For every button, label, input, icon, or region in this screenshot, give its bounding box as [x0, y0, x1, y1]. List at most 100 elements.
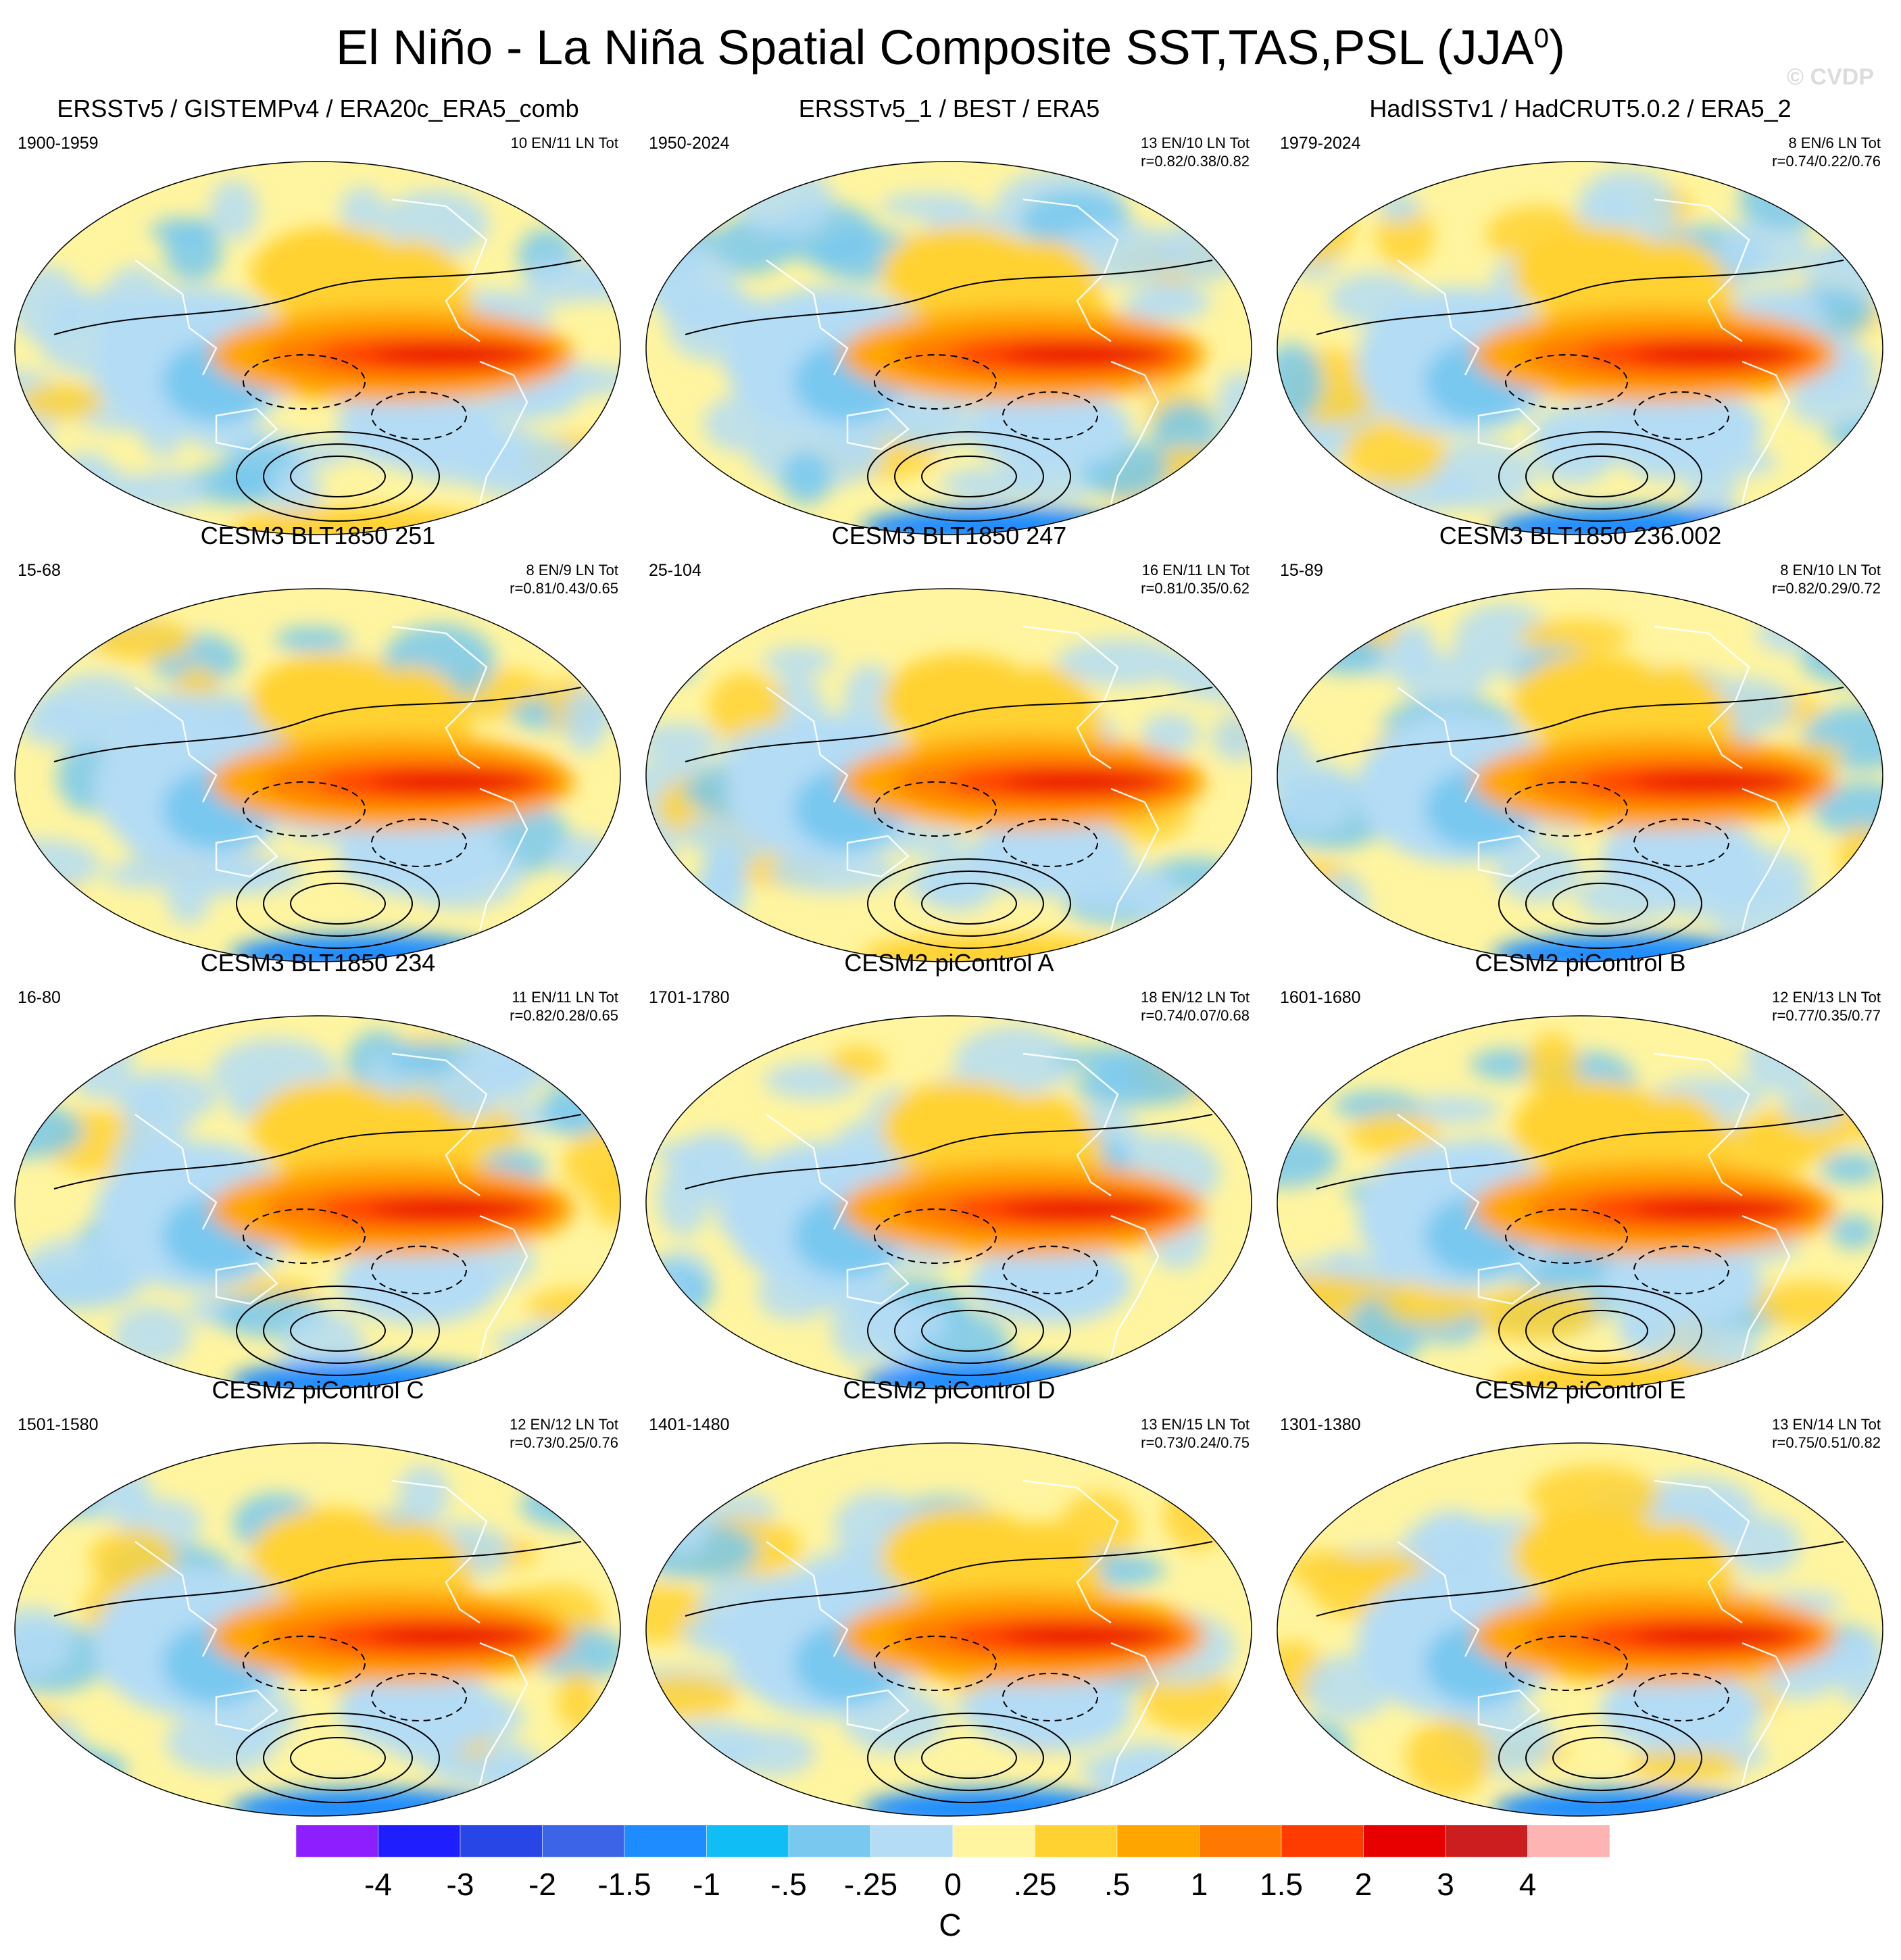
anomaly-patch	[660, 1481, 712, 1555]
panel-event-count: 8 EN/6 LN Tot	[1788, 134, 1881, 151]
anomaly-patch	[1277, 476, 1350, 505]
coastline-north-america	[1654, 1052, 1750, 1197]
psl-contour-zero	[685, 687, 1213, 762]
anomaly-patch	[15, 1607, 73, 1677]
psl-contour-zero	[53, 1541, 582, 1617]
panel-title: CESM3 BLT1850 234	[200, 949, 436, 977]
colorbar-swatch	[1445, 1825, 1528, 1858]
map-outline	[14, 1442, 621, 1817]
anomaly-patch	[874, 406, 985, 448]
colorbar-swatch	[1199, 1825, 1282, 1858]
coastline-asia	[1397, 1113, 1480, 1230]
enso-warm-core	[1634, 773, 1796, 791]
map-panel: CESM2 piControl A 1701-1780 18 EN/12 LN To…	[637, 949, 1262, 1390]
coastline-asia	[766, 686, 849, 803]
anomaly-patch	[557, 1670, 599, 1731]
coastline-north-america	[1654, 1479, 1750, 1624]
anomaly-patch	[1053, 1046, 1170, 1071]
anomaly-patch	[672, 174, 719, 230]
psl-contour-positive	[894, 871, 1044, 937]
anomaly-patch	[15, 468, 88, 524]
psl-contour-zero	[53, 1114, 582, 1190]
anomaly-patch	[581, 1450, 620, 1512]
anomaly-patch	[1135, 871, 1179, 924]
colorbar-tick-label: .5	[1104, 1867, 1130, 1902]
map-panel: CESM3 BLT1850 251 15-68 8 EN/9 LN Tot r=0.8…	[5, 522, 631, 962]
psl-contour-positive	[894, 443, 1044, 510]
enso-warm-core	[372, 1627, 534, 1646]
anomaly-patch	[1823, 467, 1883, 498]
anomaly-patch	[494, 1331, 547, 1356]
coastline-south-america	[478, 1642, 528, 1786]
anomaly-patch	[1056, 639, 1186, 686]
anomaly-patch	[1074, 1066, 1200, 1106]
map-panel: CESM2 piControl E 1301-1380 13 EN/14 LN To…	[1268, 1376, 1893, 1817]
robinson-map	[14, 588, 621, 962]
anomaly-patch	[1495, 841, 1581, 902]
anomaly-patch	[681, 815, 746, 852]
colorbar-swatch	[1363, 1825, 1446, 1858]
coastline-south-america	[478, 1215, 528, 1358]
coastline-north-america	[1022, 1479, 1119, 1624]
psl-contour-positive	[1525, 1725, 1675, 1791]
panel-title: CESM2 piControl B	[1475, 949, 1686, 977]
psl-contour-negative	[371, 1673, 467, 1721]
psl-contour-negative	[874, 1636, 997, 1691]
anomaly-patch	[1285, 1550, 1368, 1588]
coastline-south-america	[1110, 360, 1160, 504]
panel-title: CESM2 piControl C	[212, 1376, 424, 1404]
psl-contour-positive	[1498, 858, 1702, 949]
colorbar-tick-label: -1	[693, 1867, 720, 1902]
coastline-australia	[846, 408, 910, 451]
panel-period: 1950-2024	[649, 134, 730, 153]
anomaly-patch	[1210, 1303, 1252, 1337]
psl-contour-positive	[1552, 883, 1648, 925]
coastline-north-america	[1654, 625, 1750, 770]
panel-event-count: 12 EN/12 LN Tot	[509, 1416, 618, 1433]
anomaly-patch	[164, 226, 222, 281]
panel-period: 15-89	[1280, 561, 1323, 580]
coastline-asia	[1397, 259, 1480, 376]
panel-correlation: r=0.81/0.43/0.65	[510, 580, 618, 597]
colorbar-tick-label: 0	[944, 1867, 962, 1902]
colorbar-tick-label: -1.5	[597, 1867, 651, 1902]
psl-contour-negative	[1002, 391, 1098, 440]
enso-warm-core	[1634, 345, 1796, 364]
panel-period: 15-68	[18, 561, 61, 580]
coastline-south-america	[478, 360, 528, 504]
panel-period: 1601-1680	[1280, 988, 1361, 1007]
psl-contour-negative	[874, 781, 997, 837]
coastline-australia	[215, 408, 278, 451]
psl-contour-negative	[1505, 1636, 1628, 1691]
psl-contour-negative	[371, 1246, 467, 1294]
psl-contour-positive	[867, 1285, 1071, 1376]
colorbar-swatch	[378, 1825, 461, 1858]
psl-contour-positive	[290, 1310, 386, 1352]
anomaly-patch	[646, 614, 690, 685]
panel-title: CESM3 BLT1850 247	[831, 522, 1067, 549]
psl-contour-positive	[263, 1298, 413, 1364]
psl-contour-positive	[1498, 1713, 1702, 1803]
anomaly-patch	[1277, 605, 1306, 668]
colorbar-tick-label: -4	[364, 1867, 392, 1902]
anomaly-patch	[542, 1081, 615, 1136]
panel-title: CESM3 BLT1850 236.002	[1439, 522, 1722, 549]
anomaly-patch	[105, 1469, 150, 1501]
panel-correlation: r=0.82/0.28/0.65	[510, 1007, 618, 1024]
map-outline	[1277, 1015, 1883, 1390]
colorbar-swatch	[952, 1825, 1035, 1858]
colorbar-tick-label: .25	[1014, 1867, 1057, 1902]
panel-event-count: 11 EN/11 LN Tot	[512, 989, 618, 1006]
enso-warm-core	[1003, 1200, 1165, 1219]
coastline-australia	[1477, 835, 1541, 878]
anomaly-patch	[877, 1321, 919, 1371]
anomaly-patch	[1317, 872, 1368, 942]
panel-event-count: 16 EN/11 LN Tot	[1141, 562, 1250, 579]
map-outline	[14, 161, 621, 535]
robinson-map	[14, 161, 621, 535]
map-outline	[645, 1442, 1252, 1817]
anomaly-patch	[1406, 1719, 1492, 1797]
psl-contour-negative	[1002, 818, 1098, 867]
colorbar-swatch	[1116, 1825, 1200, 1858]
anomaly-patch	[524, 1314, 603, 1368]
